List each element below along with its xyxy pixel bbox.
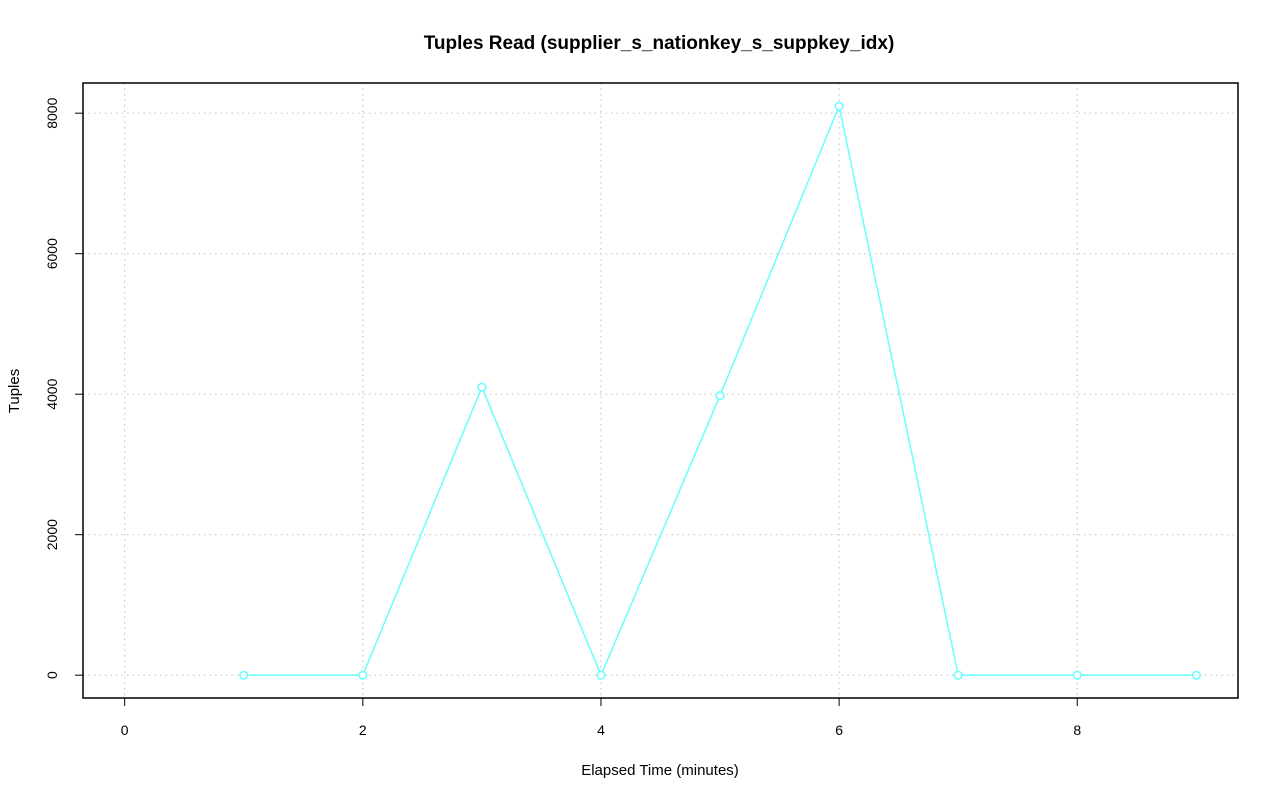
plot-frame: [82, 82, 1239, 699]
y-tick-label: 4000: [44, 378, 60, 409]
x-tick-label: 6: [835, 722, 843, 738]
x-tick-label: 2: [359, 722, 367, 738]
y-tick-label: 2000: [44, 519, 60, 550]
y-tick-label: 0: [44, 671, 60, 679]
series-line: [243, 103, 1197, 678]
x-tick-label: 8: [1073, 722, 1081, 738]
data-point: [477, 382, 487, 392]
data-point: [715, 391, 725, 401]
data-point: [1191, 670, 1201, 680]
y-tick-label: 6000: [44, 238, 60, 269]
series-group: [239, 101, 1201, 680]
x-tick-label: 4: [597, 722, 605, 738]
data-point: [239, 670, 249, 680]
x-axis: 0 2 4 6 8: [121, 697, 1081, 738]
data-point: [596, 670, 606, 680]
y-tick-label: 8000: [44, 97, 60, 128]
data-point: [834, 101, 844, 111]
data-point: [1072, 670, 1082, 680]
data-point: [953, 670, 963, 680]
x-tick-label: 0: [121, 722, 129, 738]
y-axis-label: Tuples: [6, 369, 23, 413]
grid: [83, 83, 1238, 698]
x-axis-label: Elapsed Time (minutes): [581, 762, 739, 779]
chart-title: Tuples Read (supplier_s_nationkey_s_supp…: [424, 33, 895, 54]
data-point: [358, 670, 368, 680]
y-axis: 0 2000 4000 6000 8000: [44, 97, 84, 679]
